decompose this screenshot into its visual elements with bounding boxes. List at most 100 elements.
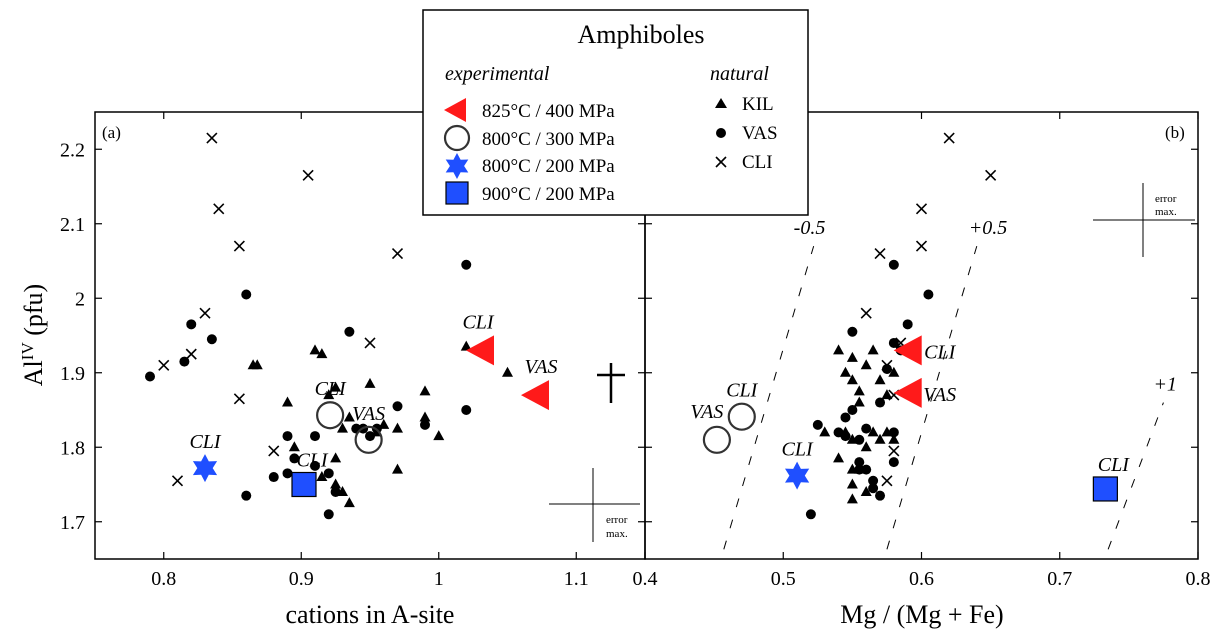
cli-point	[206, 132, 218, 144]
vas-point	[812, 419, 823, 430]
kil-point	[888, 366, 900, 377]
kil-point	[419, 385, 431, 396]
kil-point	[860, 359, 872, 370]
x-axis-label-b: Mg / (Mg + Fe)	[840, 600, 1003, 629]
kil-point	[330, 381, 342, 392]
exp-point-label: VAS	[690, 401, 723, 423]
reference-line	[723, 245, 815, 550]
reference-line	[886, 245, 978, 550]
vas-point	[847, 326, 858, 337]
kil-point	[846, 351, 858, 362]
vas-point	[461, 259, 472, 270]
exp-point-label: CLI	[296, 450, 328, 472]
vas-point	[186, 319, 197, 330]
exp-point-label: CLI	[924, 341, 956, 363]
cli-point	[268, 445, 280, 457]
vas-point	[861, 423, 872, 434]
kil-point	[839, 366, 851, 377]
kil-point	[888, 433, 900, 444]
reference-line	[1107, 402, 1164, 550]
cli-point	[943, 132, 955, 144]
vas-point	[420, 419, 430, 430]
vas-point	[289, 453, 300, 464]
exp-point-825C	[521, 380, 549, 411]
vas-point	[888, 337, 899, 348]
kil-point	[282, 396, 293, 407]
y-axis-label-main: Al	[19, 360, 48, 386]
exp-point-800C-200MPa	[192, 454, 218, 483]
axes-layer: 0.8 0.9 1 1.1 1.7 1.8 1.9 2 2.1 2.2 0.4 0.5 0.6 0.7 0.…	[60, 112, 1211, 590]
legend-exp-item-2: 800°C / 300 MPa	[482, 129, 615, 150]
exp-point-label: VAS	[923, 384, 956, 406]
kil-point	[833, 344, 845, 355]
y-axis-label-unit: (pfu)	[19, 284, 48, 342]
kil-point	[316, 471, 328, 482]
vas-point	[840, 431, 851, 442]
vas-point	[854, 434, 865, 445]
cli-point	[391, 247, 404, 260]
cli-point	[185, 348, 197, 360]
x-tick-label: 0.7	[1047, 568, 1072, 590]
kil-point	[288, 441, 300, 452]
kil-point	[433, 430, 445, 441]
legend-open-circle-icon	[443, 124, 471, 152]
cli-point	[915, 203, 928, 215]
x-tick-label: 1.1	[564, 568, 589, 590]
vas-point	[392, 401, 403, 412]
vas-point	[344, 326, 355, 337]
vas-point	[310, 431, 320, 442]
vas-point	[241, 289, 252, 300]
kil-point	[881, 389, 893, 400]
cli-point	[888, 445, 900, 457]
error-max-label-a2: max.	[606, 528, 628, 540]
exp-point-800C-300MPa	[727, 402, 756, 431]
vas-point	[854, 457, 865, 468]
vas-point	[854, 464, 865, 475]
exp-point-label: VAS	[352, 403, 385, 425]
kil-point	[343, 497, 355, 508]
y-axis-label: AlIV (pfu)	[18, 284, 48, 386]
vas-point	[805, 509, 816, 520]
x-tick-label: 0.8	[151, 568, 176, 590]
kil-point	[846, 374, 858, 385]
legend-cross-icon	[715, 156, 727, 168]
cli-point	[915, 240, 928, 252]
kil-point	[846, 478, 858, 489]
legend-title: Amphiboles	[577, 20, 704, 49]
kil-point	[502, 366, 513, 377]
exp-point-800C-300MPa	[354, 425, 383, 454]
y-tick-label: 1.8	[60, 437, 85, 459]
kil-point	[309, 344, 321, 355]
reference-line-label: +0.5	[969, 217, 1008, 239]
vas-point	[875, 490, 886, 501]
exp-point-800C-200MPa	[785, 461, 810, 490]
kil-point	[364, 377, 376, 388]
cli-point	[302, 169, 314, 181]
kil-point	[833, 452, 845, 463]
vas-point	[868, 475, 879, 486]
error-bar-a-right	[597, 363, 625, 403]
vas-point	[881, 364, 892, 375]
vas-point	[330, 486, 341, 497]
kil-point	[330, 452, 342, 463]
y-tick-label: 1.7	[60, 512, 85, 534]
cli-point	[199, 307, 211, 319]
vas-point	[461, 405, 472, 415]
kil-point	[860, 485, 872, 496]
kil-point	[867, 426, 879, 437]
vas-point	[323, 509, 334, 520]
x-tick-label: 0.8	[1186, 568, 1211, 590]
vas-point	[206, 334, 217, 345]
vas-point	[875, 397, 886, 408]
error-max-label-a: error	[606, 514, 628, 526]
exp-point-label: CLI	[315, 378, 347, 400]
kil-point	[874, 374, 886, 385]
kil-point	[853, 396, 865, 407]
kil-point	[316, 348, 328, 359]
vas-point	[268, 472, 279, 483]
vas-point	[282, 431, 293, 442]
x-axis-label-a: cations in A-site	[286, 600, 455, 629]
legend-dot-icon	[716, 128, 726, 138]
exp-point-label: CLI	[726, 380, 758, 402]
